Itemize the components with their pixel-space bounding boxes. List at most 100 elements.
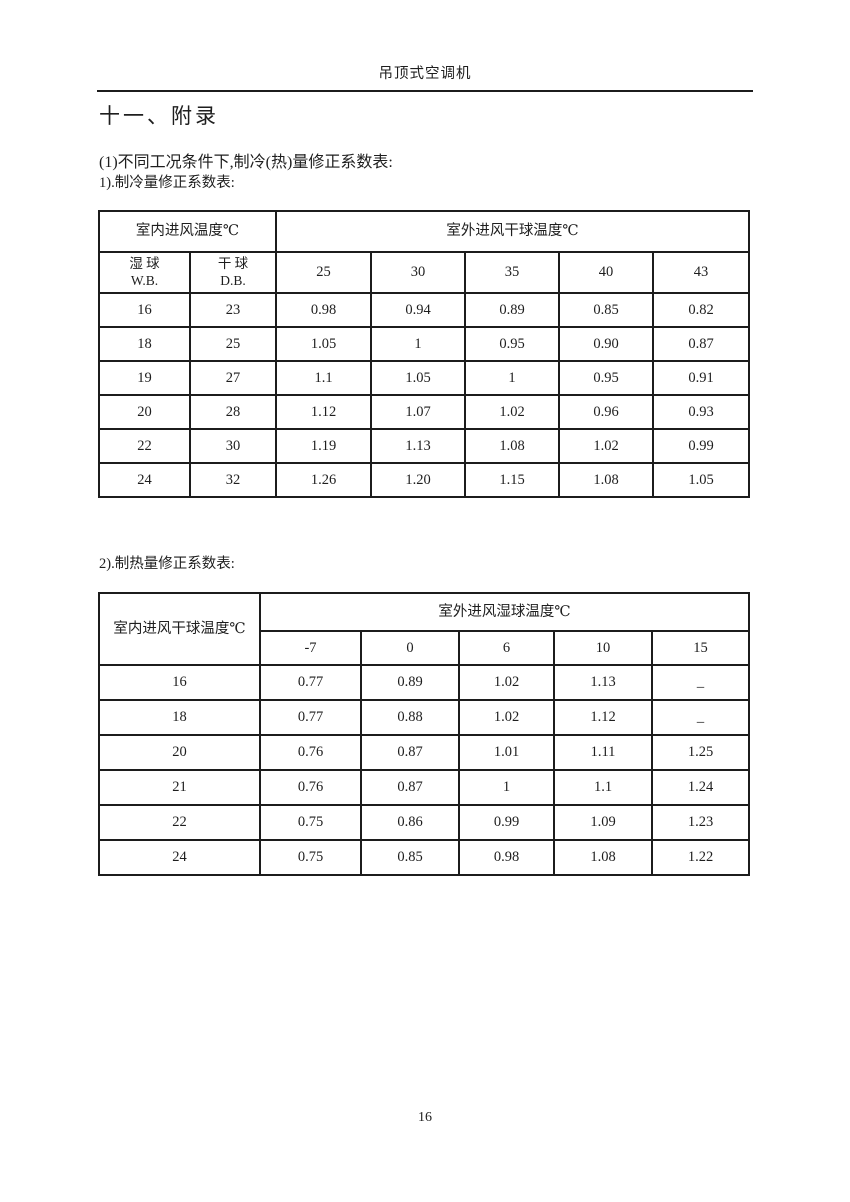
temp-col-header: 10 (553, 630, 653, 666)
table-cell: 1.07 (370, 394, 467, 430)
outdoor-wetbulb-temp-header: 室外进风湿球温度℃ (258, 592, 751, 632)
table-cell: 30 (188, 428, 278, 464)
table-cell: 1.08 (553, 839, 653, 876)
running-header: 吊顶式空调机 (97, 62, 753, 92)
table-cell: 1.13 (553, 664, 653, 701)
table-cell: 16 (98, 664, 261, 701)
table-cell: 28 (188, 394, 278, 430)
table-cell: 1.20 (370, 462, 467, 498)
table-cell: 0.89 (360, 664, 460, 701)
cooling-table-caption: 1).制冷量修正系数表: (99, 175, 235, 191)
table-cell: 0.87 (652, 326, 751, 362)
temp-col-header: 6 (458, 630, 555, 666)
table-row: 24 32 1.26 1.20 1.15 1.08 1.05 (98, 462, 751, 498)
temp-col-header: 0 (360, 630, 460, 666)
table-cell: 0.94 (370, 292, 467, 328)
table-cell: 19 (98, 360, 191, 396)
table-header-group-row: 室内进风温度℃ 室外进风干球温度℃ (97, 210, 751, 253)
table-cell: 0.76 (259, 769, 362, 806)
cooling-table-container: 室内进风温度℃ 室外进风干球温度℃ 湿 球 W.B. 干 球 D.B. 25 3… (97, 210, 751, 498)
table-cell: 0.75 (259, 839, 362, 876)
temp-col-header: 15 (650, 630, 751, 666)
table-cell: 18 (98, 699, 261, 736)
table-row: 19 27 1.1 1.05 1 0.95 0.91 (98, 360, 751, 396)
table-cell: 1.08 (558, 462, 655, 498)
table-cell: 22 (98, 804, 261, 841)
temp-col-header: 30 (370, 251, 467, 294)
table-cell: 1.02 (558, 428, 655, 464)
table-row: 16 0.77 0.89 1.02 1.13 _ (98, 664, 751, 701)
table-row: 18 25 1.05 1 0.95 0.90 0.87 (98, 326, 751, 362)
table-cell: 20 (98, 394, 191, 430)
table-row: 18 0.77 0.88 1.02 1.12 _ (98, 699, 751, 736)
table-cell: 1 (464, 360, 561, 396)
wet-bulb-header: 湿 球 W.B. (98, 251, 191, 294)
table-cell: 0.95 (558, 360, 655, 396)
wet-bulb-label: 湿 球 (129, 255, 160, 271)
table-cell: 1.13 (370, 428, 467, 464)
running-header-title: 吊顶式空调机 (378, 66, 472, 82)
table-cell: 32 (188, 462, 278, 498)
wet-bulb-abbr: W.B. (130, 272, 159, 288)
table-cell: 0.77 (259, 699, 362, 736)
table-cell: 24 (98, 462, 191, 498)
cooling-table-body: 16 23 0.98 0.94 0.89 0.85 0.82 18 25 1.05 1 0.95 0.9… (98, 292, 751, 498)
table-cell: 1.05 (652, 462, 751, 498)
table-cell: 1.05 (370, 360, 467, 396)
table-cell: 0.95 (464, 326, 561, 362)
heating-table-body: 16 0.77 0.89 1.02 1.13 _ 18 0.77 0.88 1.02 1.12 _ 20… (98, 664, 751, 876)
table-cell: 1.02 (464, 394, 561, 430)
table-cell: 1.26 (275, 462, 373, 498)
table-row: 20 28 1.12 1.07 1.02 0.96 0.93 (98, 394, 751, 430)
heating-correction-table: 室内进风干球温度℃ 室外进风湿球温度℃ -7 0 6 10 15 16 0.77 0… (98, 592, 751, 876)
cooling-correction-table: 室内进风温度℃ 室外进风干球温度℃ 湿 球 W.B. 干 球 D.B. 25 3… (97, 210, 751, 498)
table-cell: 1.09 (553, 804, 653, 841)
table-cell: 0.85 (360, 839, 460, 876)
table-cell: 24 (98, 839, 261, 876)
table-cell: _ (650, 699, 751, 736)
indoor-inlet-temp-header: 室内进风温度℃ (97, 210, 278, 253)
table-cell: 0.88 (360, 699, 460, 736)
table-cell: 0.86 (360, 804, 460, 841)
table-cell: 1.24 (650, 769, 751, 806)
page-number: 16 (418, 1110, 432, 1125)
table-row: 20 0.76 0.87 1.01 1.11 1.25 (98, 734, 751, 771)
table-cell: 0.96 (558, 394, 655, 430)
table-subheader-row: 湿 球 W.B. 干 球 D.B. 25 30 35 40 43 (98, 251, 751, 294)
temp-col-header: 43 (652, 251, 751, 294)
table-cell: 1.01 (458, 734, 555, 771)
table-cell: 16 (98, 292, 191, 328)
dry-bulb-header: 干 球 D.B. (188, 251, 278, 294)
table-cell: 0.93 (652, 394, 751, 430)
table-cell: 1.15 (464, 462, 561, 498)
table-cell: 0.87 (360, 769, 460, 806)
section-title: 十一、附录 (99, 104, 219, 128)
intro-text: (1)不同工况条件下,制冷(热)量修正系数表: (99, 154, 393, 171)
table-header-group-row: 室内进风干球温度℃ 室外进风湿球温度℃ (98, 592, 751, 666)
table-cell: 21 (98, 769, 261, 806)
table-cell: _ (650, 664, 751, 701)
table-cell: 0.77 (259, 664, 362, 701)
table-cell: 1.11 (553, 734, 653, 771)
temp-col-header: 40 (558, 251, 655, 294)
table-cell: 1.08 (464, 428, 561, 464)
table-cell: 0.91 (652, 360, 751, 396)
table-cell: 1 (458, 769, 555, 806)
table-cell: 0.99 (458, 804, 555, 841)
table-cell: 0.99 (652, 428, 751, 464)
table-row: 22 30 1.19 1.13 1.08 1.02 0.99 (98, 428, 751, 464)
table-cell: 1.02 (458, 699, 555, 736)
temp-col-header: 35 (464, 251, 561, 294)
table-cell: 1.23 (650, 804, 751, 841)
table-cell: 18 (98, 326, 191, 362)
table-cell: 27 (188, 360, 278, 396)
table-cell: 1.25 (650, 734, 751, 771)
table-cell: 1.22 (650, 839, 751, 876)
table-row: 21 0.76 0.87 1 1.1 1.24 (98, 769, 751, 806)
heating-table-caption: 2).制热量修正系数表: (99, 556, 235, 572)
table-cell: 0.98 (458, 839, 555, 876)
dry-bulb-label: 干 球 (217, 255, 249, 271)
table-cell: 0.98 (275, 292, 373, 328)
indoor-drybulb-temp-header: 室内进风干球温度℃ (98, 592, 261, 666)
